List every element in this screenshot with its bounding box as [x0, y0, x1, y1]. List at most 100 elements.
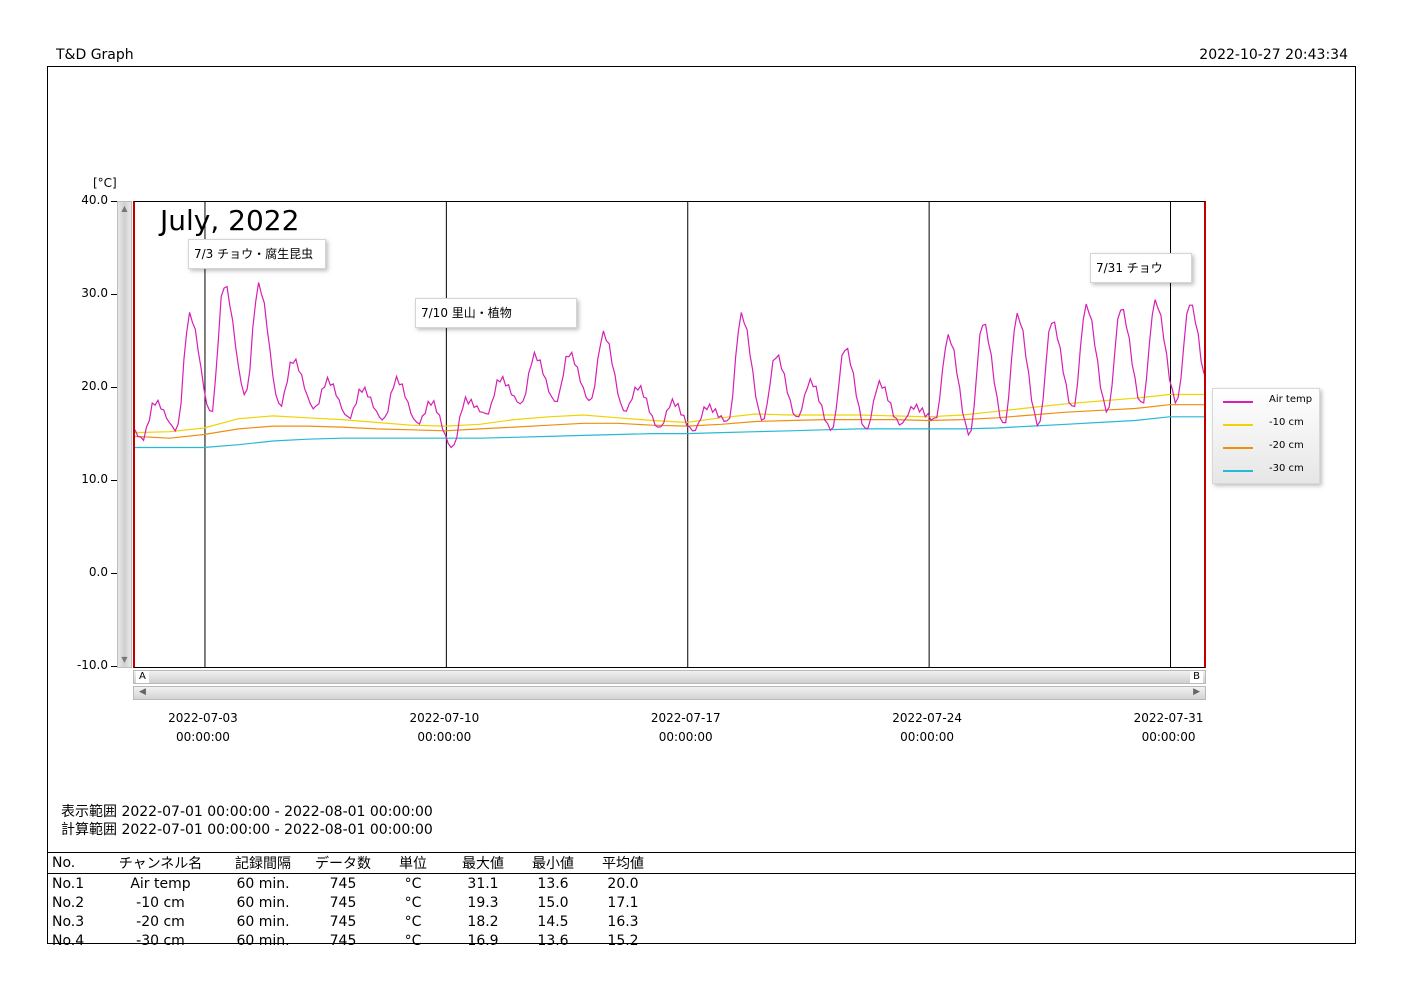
x-tick-time: 00:00:00 [417, 730, 472, 744]
legend-label: -20 cm [1269, 440, 1304, 451]
x-tick-label: 2022-07-10 00:00:00 [389, 709, 499, 747]
cell-channel: -30 cm [136, 932, 185, 949]
col-count: データ数 [315, 856, 371, 872]
cell-channel: -20 cm [136, 913, 185, 930]
table-row: No.2 -10 cm 60 min. 745 °C 19.3 15.0 17.1 [48, 893, 1355, 912]
cell-count: 745 [329, 932, 357, 949]
col-channel: チャンネル名 [118, 856, 203, 872]
legend-swatch [1223, 447, 1253, 449]
cell-avg: 16.3 [607, 913, 639, 930]
cell-min: 14.5 [537, 913, 569, 930]
cell-max: 18.2 [467, 913, 499, 930]
cell-count: 745 [329, 894, 357, 911]
y-tick-mark [111, 480, 117, 481]
legend: Air temp -10 cm -20 cm -30 cm [1212, 388, 1320, 484]
scroll-left-icon[interactable]: ◀ [139, 687, 146, 697]
legend-swatch [1223, 470, 1253, 472]
x-tick-time: 00:00:00 [176, 730, 230, 744]
y-tick-label: -10.0 [76, 658, 108, 672]
legend-label: -30 cm [1269, 463, 1304, 474]
cell-interval: 60 min. [236, 875, 290, 892]
cell-no: No.2 [52, 894, 85, 911]
cell-avg: 20.0 [607, 875, 639, 892]
x-tick-date: 2022-07-10 [409, 711, 480, 725]
y-tick-label: 30.0 [81, 286, 108, 300]
y-tick-mark [111, 387, 117, 388]
vertical-scrollbar[interactable]: ▲ ▼ [117, 201, 132, 668]
cell-max: 31.1 [467, 875, 499, 892]
cell-unit: °C [404, 913, 422, 930]
cell-avg: 17.1 [607, 894, 639, 911]
annotation-note[interactable]: 7/10 里山・植物 [415, 298, 577, 328]
y-tick-label: 40.0 [81, 193, 108, 207]
legend-entry: -30 cm [1223, 461, 1319, 479]
legend-label: Air temp [1269, 394, 1313, 405]
series-line-20-cm [135, 404, 1204, 439]
cell-count: 745 [329, 875, 357, 892]
legend-swatch [1223, 401, 1253, 403]
x-tick-label: 2022-07-03 00:00:00 [148, 709, 258, 747]
scroll-up-icon[interactable]: ▲ [121, 204, 128, 213]
col-min: 最小値 [532, 856, 574, 872]
app-title: T&D Graph [56, 47, 134, 63]
col-unit: 単位 [399, 856, 427, 872]
legend-label: -10 cm [1269, 417, 1304, 428]
x-tick-label: 2022-07-17 00:00:00 [631, 709, 741, 747]
table-row: No.3 -20 cm 60 min. 745 °C 18.2 14.5 16.3 [48, 912, 1355, 931]
plot-svg [135, 202, 1204, 667]
x-tick-date: 2022-07-31 [1133, 711, 1204, 725]
series-line-30-cm [135, 416, 1204, 449]
cell-max: 19.3 [467, 894, 499, 911]
report-frame [47, 66, 1356, 944]
table-row: No.4 -30 cm 60 min. 745 °C 16.9 13.6 15.2 [48, 931, 1355, 950]
plot-area[interactable] [133, 201, 1206, 668]
cell-unit: °C [404, 875, 422, 892]
cell-min: 13.6 [537, 875, 569, 892]
calc-range: 計算範囲 2022-07-01 00:00:00 - 2022-08-01 00… [61, 822, 433, 838]
range-marker-b[interactable]: B [1190, 671, 1203, 683]
cell-max: 16.9 [467, 932, 499, 949]
col-no: No. [52, 855, 76, 871]
annotation-note[interactable]: 7/3 チョウ・腐生昆虫 [188, 239, 326, 269]
series-line-10-cm [135, 393, 1204, 434]
y-tick-label: 20.0 [81, 379, 108, 393]
annotation-note[interactable]: 7/31 チョウ [1090, 253, 1192, 283]
legend-entry: -20 cm [1223, 438, 1319, 456]
stats-header-row: No. チャンネル名 記録間隔 データ数 単位 最大値 最小値 平均値 [48, 852, 1355, 874]
cell-count: 745 [329, 913, 357, 930]
scroll-down-icon[interactable]: ▼ [121, 655, 128, 664]
cell-no: No.3 [52, 913, 85, 930]
col-interval: 記録間隔 [235, 856, 291, 872]
range-marker-a[interactable]: A [136, 671, 149, 683]
x-tick-time: 00:00:00 [1141, 730, 1196, 744]
y-axis-label: [°C] [93, 176, 117, 190]
chart-title: July, 2022 [160, 204, 300, 237]
x-tick-time: 00:00:00 [658, 730, 713, 744]
cell-min: 15.0 [537, 894, 569, 911]
cell-interval: 60 min. [236, 894, 290, 911]
scroll-right-icon[interactable]: ▶ [1193, 687, 1200, 697]
cell-interval: 60 min. [236, 913, 290, 930]
display-range: 表示範囲 2022-07-01 00:00:00 - 2022-08-01 00… [61, 804, 433, 820]
cell-no: No.1 [52, 875, 85, 892]
cell-min: 13.6 [537, 932, 569, 949]
y-tick-label: 0.0 [88, 565, 108, 579]
x-tick-time: 00:00:00 [900, 730, 955, 744]
range-scrollbar[interactable]: A B [133, 670, 1206, 684]
x-tick-label: 2022-07-24 00:00:00 [872, 709, 982, 747]
cell-interval: 60 min. [236, 932, 290, 949]
legend-swatch [1223, 424, 1253, 426]
series-line-air-temp [135, 282, 1204, 449]
stats-table: No. チャンネル名 記録間隔 データ数 単位 最大値 最小値 平均値 No.1… [48, 852, 1355, 950]
print-timestamp: 2022-10-27 20:43:34 [1199, 47, 1348, 63]
y-tick-mark [111, 201, 117, 202]
horizontal-scrollbar[interactable]: ◀ ▶ [133, 686, 1206, 700]
x-tick-date: 2022-07-03 [168, 711, 238, 725]
col-max: 最大値 [462, 856, 504, 872]
cell-channel: -10 cm [136, 894, 185, 911]
cell-unit: °C [404, 894, 422, 911]
y-tick-mark [111, 666, 117, 667]
x-tick-date: 2022-07-24 [892, 711, 962, 725]
legend-entry: -10 cm [1223, 415, 1319, 433]
y-tick-mark [111, 294, 117, 295]
